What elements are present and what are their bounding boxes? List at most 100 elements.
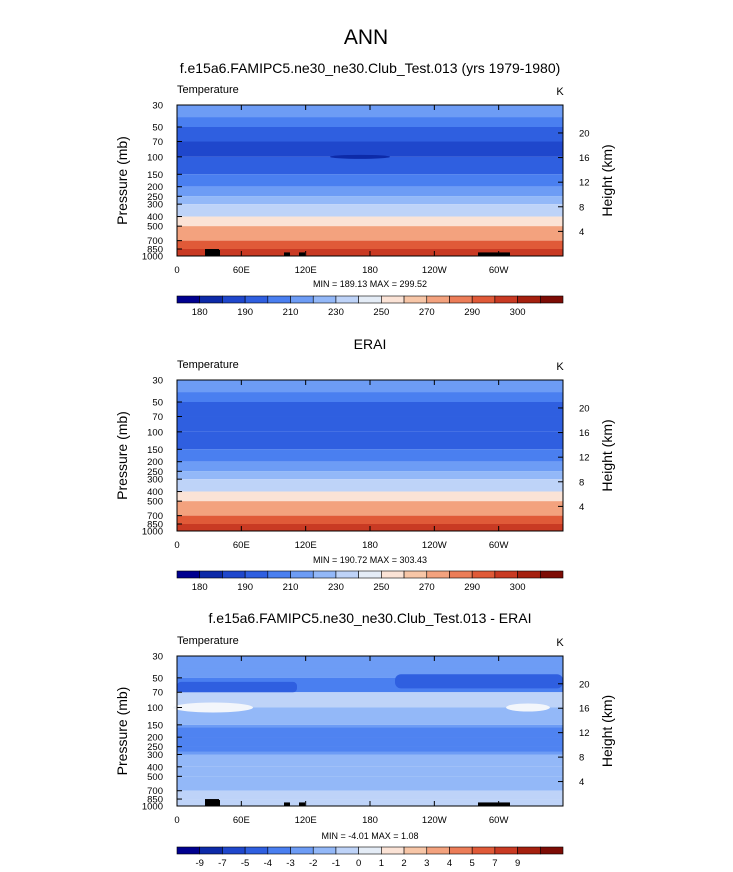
colorbar-swatch xyxy=(426,846,450,855)
colorbar-label: -9 xyxy=(195,858,203,869)
contour-band xyxy=(177,766,563,777)
colorbar-label: 300 xyxy=(510,307,526,318)
panel-1: f.e15a6.FAMIPC5.ne30_ne30.Club_Test.013 … xyxy=(114,60,615,318)
contour-band xyxy=(177,126,563,142)
colorbar-swatch xyxy=(335,295,359,304)
panel-2-units: K xyxy=(556,361,564,373)
colorbar-swatch xyxy=(335,846,359,855)
colorbar-swatch xyxy=(381,570,405,579)
colorbar-swatch xyxy=(494,846,518,855)
y-tick-label: 150 xyxy=(147,445,163,456)
y-tick-label: 50 xyxy=(152,122,163,133)
panel-1-units: K xyxy=(556,86,564,98)
colorbar-label: 2 xyxy=(401,858,406,869)
y-tick-label: 700 xyxy=(147,236,163,247)
contour-band xyxy=(177,117,563,127)
x-tick-label: 60W xyxy=(489,265,509,276)
y-tick-label: 500 xyxy=(147,222,163,233)
y-tick-label: 250 xyxy=(147,192,163,203)
colorbar-swatch xyxy=(244,570,269,579)
colorbar-swatch xyxy=(403,295,428,304)
colorbar-label: 3 xyxy=(424,858,429,869)
y2-axis-label: Height (km) xyxy=(599,695,615,767)
contour-band xyxy=(177,668,563,678)
colorbar-swatch xyxy=(290,570,314,579)
contour-band xyxy=(177,754,563,767)
colorbar-label: 190 xyxy=(237,582,253,593)
y-tick-label: 200 xyxy=(147,182,163,193)
y-tick-label: 100 xyxy=(147,703,163,714)
colorbar-swatch xyxy=(358,295,382,304)
y2-tick-label: 16 xyxy=(579,153,590,164)
panel-3: f.e15a6.FAMIPC5.ne30_ne30.Club_Test.013 … xyxy=(114,610,615,869)
y-axis-label: Pressure (mb) xyxy=(114,136,130,225)
panel-3-title: f.e15a6.FAMIPC5.ne30_ne30.Club_Test.013 … xyxy=(209,610,532,626)
colorbar-label: 1 xyxy=(379,858,384,869)
colorbar-swatch xyxy=(449,570,473,579)
main-title: ANN xyxy=(344,26,388,49)
colorbar-label: 210 xyxy=(283,307,299,318)
y-tick-label: 850 xyxy=(147,795,163,806)
colorbar-label: -4 xyxy=(264,858,272,869)
topography xyxy=(299,252,305,256)
colorbar-label: 290 xyxy=(464,582,480,593)
colorbar-label: -2 xyxy=(309,858,317,869)
y2-tick-label: 8 xyxy=(579,477,584,488)
y2-axis-label: Height (km) xyxy=(599,419,615,491)
contour-feature xyxy=(177,727,563,752)
y-tick-label: 30 xyxy=(152,376,163,387)
colorbar-swatch xyxy=(267,570,291,579)
topography xyxy=(478,802,510,806)
colorbar-swatch xyxy=(539,846,564,855)
panel-1-stats: MIN = 189.13 MAX = 299.52 xyxy=(313,279,427,289)
contour-band xyxy=(177,692,563,708)
y-axis-label: Pressure (mb) xyxy=(114,687,130,776)
colorbar-swatch xyxy=(176,295,201,304)
colorbar-label: -3 xyxy=(286,858,294,869)
panel-2-stats: MIN = 190.72 MAX = 303.43 xyxy=(313,555,427,565)
colorbar-swatch xyxy=(403,846,428,855)
x-tick-label: 120W xyxy=(422,265,447,276)
colorbar-swatch xyxy=(426,295,450,304)
panel-2-title: ERAI xyxy=(354,336,387,352)
x-tick-label: 0 xyxy=(174,815,179,826)
colorbar-swatch xyxy=(517,570,541,579)
x-tick-label: 120W xyxy=(422,815,447,826)
colorbar-label: 250 xyxy=(373,307,389,318)
y2-tick-label: 20 xyxy=(579,679,590,690)
x-tick-label: 0 xyxy=(174,265,179,276)
x-tick-label: 120E xyxy=(295,265,317,276)
contour-band xyxy=(177,196,563,205)
contour-band xyxy=(177,461,563,472)
colorbar-label: 4 xyxy=(447,858,452,869)
colorbar-swatch xyxy=(358,570,382,579)
colorbar-label: -5 xyxy=(241,858,249,869)
colorbar-swatch xyxy=(312,295,337,304)
contour-band xyxy=(177,471,563,480)
colorbar-label: 270 xyxy=(419,307,435,318)
contour-band xyxy=(177,515,563,525)
y2-tick-label: 8 xyxy=(579,753,584,764)
x-tick-label: 60E xyxy=(233,815,250,826)
contour-band xyxy=(177,790,563,800)
y-tick-label: 500 xyxy=(147,497,163,508)
colorbar-swatch xyxy=(312,846,337,855)
y-tick-label: 700 xyxy=(147,511,163,522)
y-tick-label: 200 xyxy=(147,457,163,468)
x-tick-label: 60W xyxy=(489,540,509,551)
colorbar-label: 230 xyxy=(328,582,344,593)
colorbar-swatch xyxy=(176,846,201,855)
contour-band xyxy=(177,491,563,502)
colorbar-swatch xyxy=(199,570,223,579)
y-axis-label: Pressure (mb) xyxy=(114,411,130,500)
x-tick-label: 60E xyxy=(233,265,250,276)
y-tick-label: 400 xyxy=(147,212,163,223)
y-tick-label: 700 xyxy=(147,786,163,797)
x-tick-label: 60E xyxy=(233,540,250,551)
x-tick-label: 120W xyxy=(422,540,447,551)
colorbar-label: 180 xyxy=(192,582,208,593)
colorbar-label: 7 xyxy=(492,858,497,869)
colorbar-label: 5 xyxy=(470,858,475,869)
